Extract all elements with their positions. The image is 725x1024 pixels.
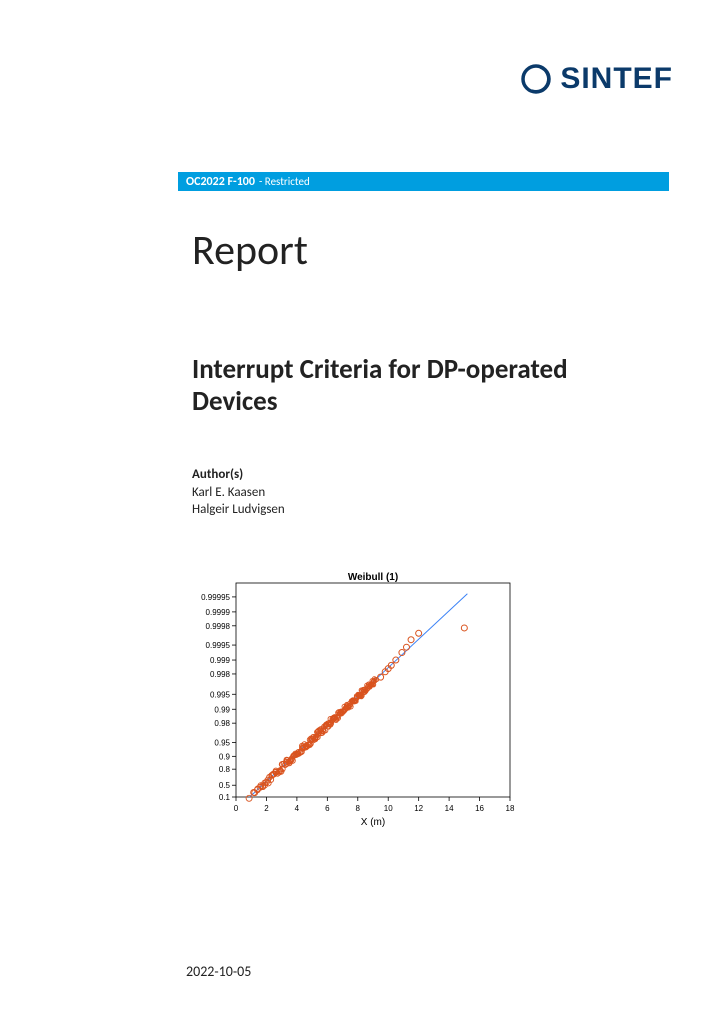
svg-text:0.9999: 0.9999 <box>206 608 231 617</box>
svg-text:Weibull (1): Weibull (1) <box>348 572 398 583</box>
chart-svg: Weibull (1) 0 2 4 6 8 10 12 14 16 18 X (m) 0.1 0.5 0.8… <box>188 569 523 829</box>
logo-ring-icon <box>520 63 552 95</box>
svg-text:0: 0 <box>234 804 239 813</box>
svg-text:0.999: 0.999 <box>210 656 231 665</box>
svg-text:2: 2 <box>264 804 269 813</box>
svg-text:6: 6 <box>325 804 330 813</box>
svg-text:0.99995: 0.99995 <box>201 593 230 602</box>
svg-text:0.995: 0.995 <box>210 690 231 699</box>
svg-text:0.998: 0.998 <box>210 670 231 679</box>
svg-text:X (m): X (m) <box>361 817 385 828</box>
svg-text:14: 14 <box>445 804 454 813</box>
svg-text:4: 4 <box>295 804 300 813</box>
report-date: 2022-10-05 <box>186 963 251 980</box>
svg-text:8: 8 <box>356 804 361 813</box>
svg-text:18: 18 <box>506 804 515 813</box>
weibull-chart: Weibull (1) 0 2 4 6 8 10 12 14 16 18 X (m) 0.1 0.5 0.8… <box>188 569 595 834</box>
svg-text:0.5: 0.5 <box>219 781 231 790</box>
svg-text:0.9: 0.9 <box>219 752 231 761</box>
svg-text:0.99: 0.99 <box>214 705 230 714</box>
author-1: Karl E. Kaasen <box>192 484 595 502</box>
logo-text: SINTEF <box>560 62 673 96</box>
svg-text:0.98: 0.98 <box>214 719 230 728</box>
svg-text:16: 16 <box>475 804 484 813</box>
classification-banner: OC2022 F-100 - Restricted <box>178 172 669 191</box>
svg-text:0.95: 0.95 <box>214 738 230 747</box>
report-title: Interrupt Criteria for DP-operated Devic… <box>192 354 595 419</box>
report-code: OC2022 F-100 <box>186 175 255 189</box>
svg-text:0.1: 0.1 <box>219 793 231 802</box>
authors-label: Author(s) <box>192 467 595 482</box>
svg-text:0.9998: 0.9998 <box>206 622 231 631</box>
svg-text:0.8: 0.8 <box>219 765 231 774</box>
author-2: Halgeir Ludvigsen <box>192 501 595 519</box>
svg-text:12: 12 <box>414 804 423 813</box>
report-heading: Report <box>192 225 595 276</box>
report-restriction: - Restricted <box>259 175 310 188</box>
svg-text:0.9995: 0.9995 <box>206 641 231 650</box>
company-logo: SINTEF <box>520 62 673 96</box>
svg-text:10: 10 <box>384 804 393 813</box>
